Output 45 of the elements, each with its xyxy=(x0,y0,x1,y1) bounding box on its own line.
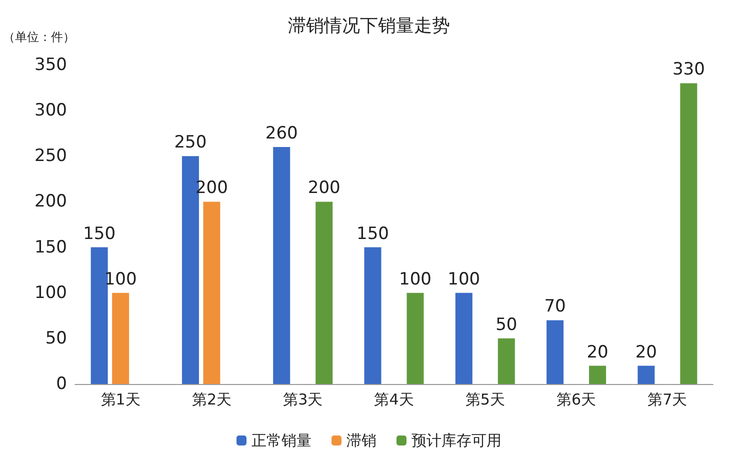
y-tick-label: 200 xyxy=(34,192,67,212)
data-label: 150 xyxy=(356,224,389,244)
y-tick-label: 250 xyxy=(34,146,67,166)
x-tick-label: 第5天 xyxy=(465,390,505,408)
bar xyxy=(498,338,515,384)
bar xyxy=(680,83,698,384)
bar xyxy=(203,202,220,384)
data-label: 70 xyxy=(544,296,566,317)
data-label: 20 xyxy=(635,342,657,362)
bar xyxy=(406,292,424,384)
bar xyxy=(546,320,564,384)
y-tick-label: 100 xyxy=(34,282,67,303)
bar xyxy=(273,147,290,384)
legend-label: 正常销量 xyxy=(252,432,312,450)
y-tick-label: 0 xyxy=(56,374,67,394)
legend-label: 预计库存可用 xyxy=(412,432,502,450)
y-axis-title: （单位：件） xyxy=(3,30,75,44)
y-tick-label: 50 xyxy=(45,328,67,348)
bar xyxy=(112,292,130,384)
x-tick-label: 第6天 xyxy=(556,390,596,408)
data-label: 100 xyxy=(399,269,432,290)
y-tick-label: 350 xyxy=(34,55,67,75)
data-label: 250 xyxy=(174,132,207,153)
bar xyxy=(638,366,655,384)
y-tick-label: 300 xyxy=(34,100,67,121)
chart-title: 滞销情况下销量走势 xyxy=(288,16,450,36)
bar xyxy=(90,247,108,384)
data-label: 260 xyxy=(265,124,298,144)
data-label: 100 xyxy=(448,269,480,290)
bar xyxy=(364,247,382,384)
x-tick-label: 第2天 xyxy=(192,390,232,408)
x-tick-label: 第4天 xyxy=(374,390,414,408)
bar xyxy=(316,202,333,384)
x-tick-label: 第3天 xyxy=(283,390,323,408)
data-label: 330 xyxy=(672,60,705,80)
x-tick-label: 第1天 xyxy=(100,390,140,408)
data-label: 150 xyxy=(83,224,116,244)
data-label: 50 xyxy=(496,314,518,335)
data-label: 20 xyxy=(586,342,608,362)
bar xyxy=(455,292,472,384)
legend-label: 滞销 xyxy=(346,432,376,450)
y-tick-label: 150 xyxy=(34,237,67,258)
data-label: 200 xyxy=(308,178,340,198)
bar xyxy=(589,366,606,384)
x-tick-label: 第7天 xyxy=(648,390,688,408)
